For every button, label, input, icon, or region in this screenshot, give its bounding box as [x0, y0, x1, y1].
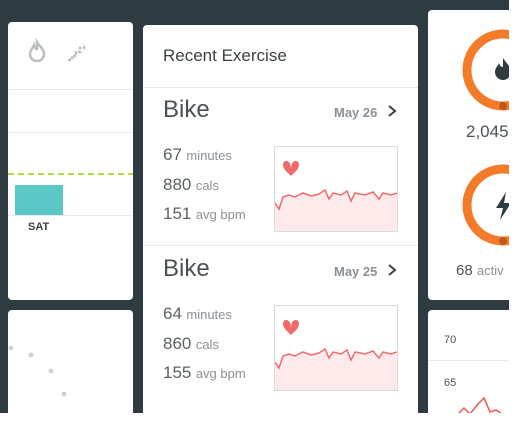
activity-name: Bike — [163, 96, 210, 123]
heart-label: 70 — [444, 334, 457, 346]
activity-name: Bike — [163, 255, 210, 282]
dashboard: SAT Recent Exercise Bike May 26 67 minutes… — [0, 0, 509, 413]
chevron[interactable] — [387, 263, 397, 282]
stat-value: 860 — [163, 334, 192, 353]
panel-title: Recent Exercise — [163, 46, 287, 65]
summary-panel: 2,045 68 activ — [428, 10, 509, 300]
dots — [8, 345, 67, 397]
icons — [28, 38, 86, 63]
divider — [143, 245, 418, 246]
heart-panel: 70 65 — [428, 310, 509, 413]
day-bar — [15, 185, 63, 215]
chevron[interactable] — [387, 104, 397, 123]
active-value: 68 — [456, 262, 473, 279]
heart-rate-graph — [274, 146, 398, 232]
stat-unit: avg bpm — [195, 207, 246, 222]
active-text: activ — [476, 263, 504, 278]
stat-row: 67 minutes — [163, 145, 232, 165]
stat-unit: minutes — [186, 148, 232, 163]
stat-value: 67 — [163, 145, 182, 164]
calories-value: 2,045 — [466, 122, 509, 141]
stat-row: 155 avg bpm — [163, 363, 246, 383]
stat-row: 151 avg bpm — [163, 204, 246, 224]
stat-value: 64 — [163, 304, 182, 323]
dots-panel — [8, 310, 133, 413]
stat-value: 880 — [163, 175, 192, 194]
stat-row: 860 cals — [163, 334, 219, 354]
heart-rate-graph — [274, 305, 398, 391]
heart-line — [457, 396, 502, 413]
stat-unit: cals — [195, 178, 219, 193]
rings — [462, 29, 509, 246]
heart-label: 65 — [444, 377, 457, 389]
stat-unit: avg bpm — [195, 366, 246, 381]
stat-unit: cals — [195, 337, 219, 352]
stat-value: 151 — [163, 204, 192, 223]
stat-row: 64 minutes — [163, 304, 232, 324]
entry-date: May 25 — [334, 264, 378, 279]
recent-exercise-panel: Recent Exercise Bike May 26 67 minutes 880 … — [143, 25, 418, 413]
entry-date: May 26 — [334, 105, 378, 120]
stat-row: 880 cals — [163, 175, 219, 195]
stat-value: 155 — [163, 363, 192, 382]
goal-line — [8, 173, 133, 175]
active-label: 68 activ — [456, 262, 504, 279]
steps-panel: SAT — [8, 22, 133, 300]
day-label: SAT — [28, 221, 50, 233]
stat-unit: minutes — [186, 307, 232, 322]
